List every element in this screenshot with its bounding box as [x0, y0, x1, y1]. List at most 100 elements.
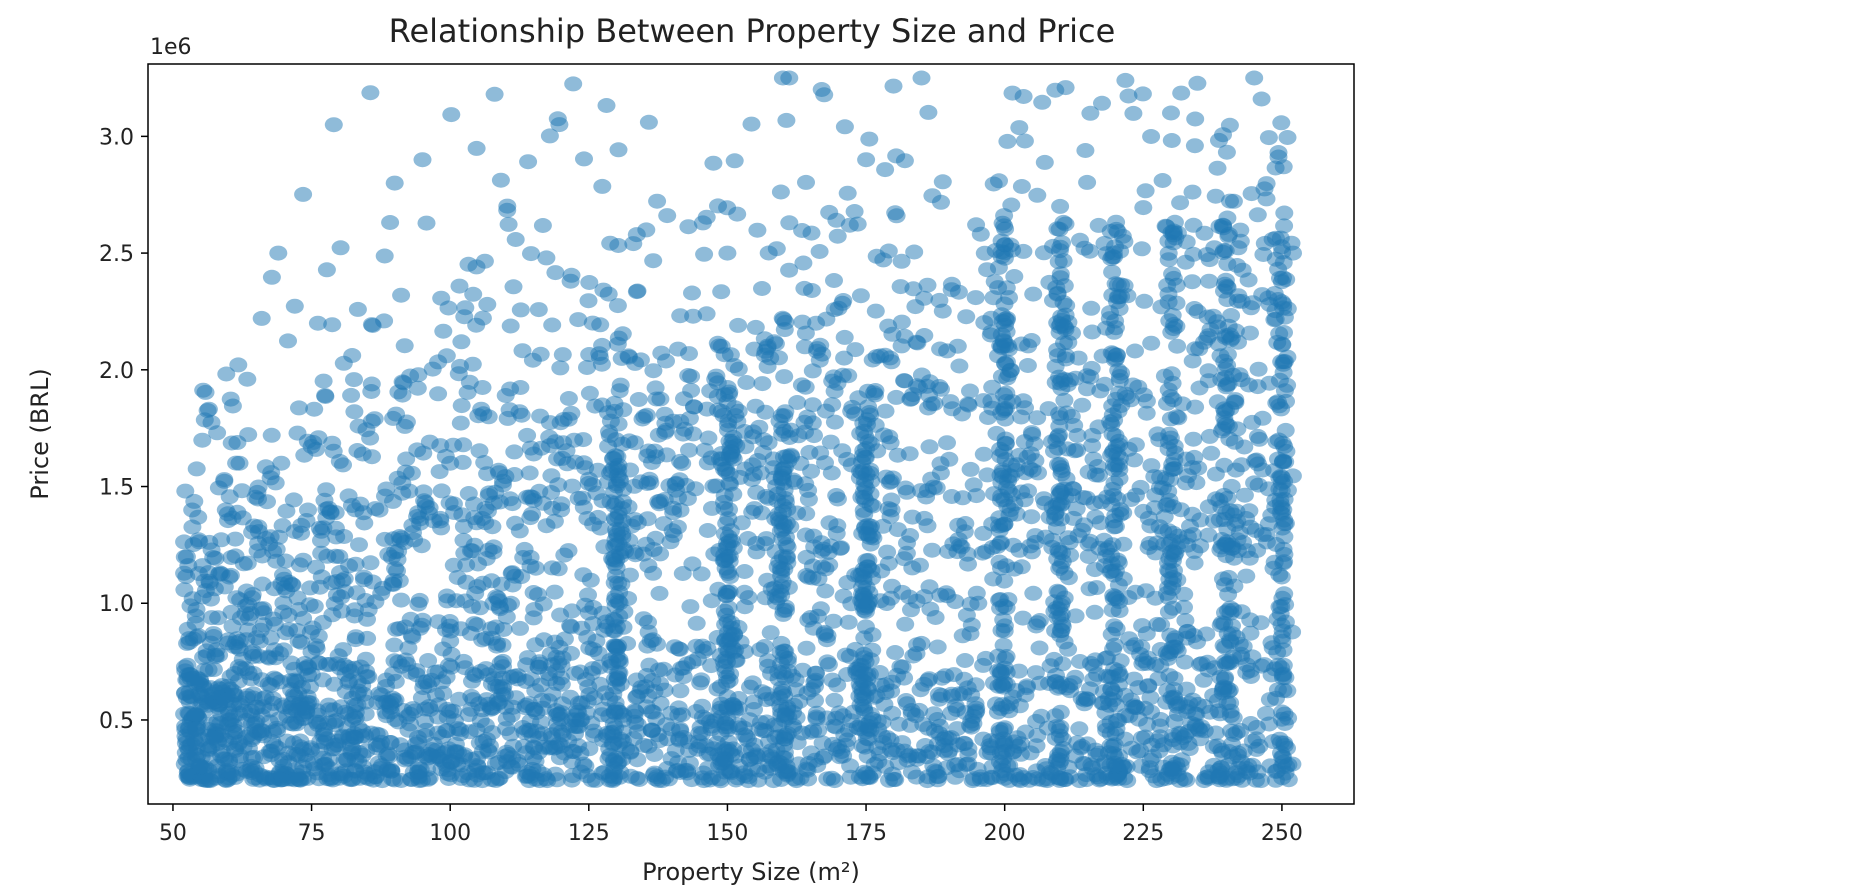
data-point [405, 703, 424, 719]
data-point [935, 743, 954, 758]
data-point [679, 219, 698, 235]
data-point [277, 503, 296, 519]
data-point [608, 640, 627, 656]
data-point [473, 380, 492, 395]
data-point [1093, 95, 1111, 111]
data-point [1024, 585, 1043, 601]
data-point [1028, 410, 1047, 426]
data-point [773, 310, 792, 326]
data-point [1101, 223, 1120, 239]
data-point [818, 771, 837, 787]
data-point [485, 86, 504, 102]
data-point [876, 403, 895, 419]
data-point [1107, 457, 1125, 473]
data-point [674, 660, 693, 676]
data-point [348, 301, 367, 317]
data-point [392, 592, 411, 608]
data-point [511, 380, 530, 395]
data-point [773, 574, 792, 590]
data-point [518, 489, 536, 505]
data-point [1241, 625, 1260, 641]
data-point [1159, 245, 1178, 261]
data-point [1105, 519, 1124, 535]
data-point [718, 549, 737, 565]
data-point [1116, 72, 1135, 88]
data-point [989, 260, 1008, 275]
data-point [962, 719, 981, 735]
data-point [846, 342, 865, 358]
data-point [697, 209, 716, 225]
data-point [1270, 731, 1289, 747]
data-point [1045, 443, 1063, 459]
data-point [1218, 655, 1237, 671]
data-point [773, 665, 792, 680]
data-point [879, 318, 898, 334]
data-point [849, 390, 868, 406]
data-point [540, 429, 559, 445]
data-point [467, 140, 486, 156]
data-point [1138, 716, 1157, 732]
data-point [325, 737, 344, 753]
data-point [1028, 615, 1047, 631]
data-point [511, 302, 530, 318]
data-point [1141, 690, 1160, 706]
data-point [1249, 361, 1268, 377]
data-point [962, 687, 981, 703]
data-point [511, 620, 529, 636]
data-point [1260, 692, 1279, 708]
data-point [797, 549, 816, 565]
x-axis: 50 75 100 125 150 175 200 225 250 [159, 804, 1303, 846]
data-point [429, 354, 448, 370]
data-point [578, 768, 597, 784]
data-point [770, 350, 788, 366]
data-point [1135, 293, 1154, 309]
data-point [1090, 467, 1108, 483]
data-point [712, 284, 731, 300]
data-point [950, 358, 969, 374]
data-point [459, 486, 478, 501]
data-point [401, 611, 420, 627]
data-point [566, 665, 585, 681]
data-point [187, 602, 206, 617]
data-point [1186, 111, 1205, 127]
data-point [543, 317, 562, 333]
data-point [915, 328, 934, 343]
data-point [1199, 499, 1218, 515]
data-point [743, 472, 762, 487]
data-point [345, 404, 364, 420]
data-point [320, 702, 339, 718]
data-point [1155, 368, 1174, 384]
data-point [1211, 669, 1230, 685]
data-point [1184, 217, 1203, 233]
data-point [665, 639, 684, 655]
data-point [429, 709, 448, 725]
data-point [604, 752, 623, 768]
data-point [627, 672, 646, 688]
data-point [992, 338, 1011, 354]
data-point [432, 483, 451, 499]
data-point [716, 760, 735, 776]
data-point [204, 629, 223, 644]
data-point [359, 669, 378, 685]
data-point [751, 642, 770, 658]
data-point [1185, 449, 1204, 465]
data-point [1252, 91, 1271, 107]
data-point [501, 491, 519, 507]
data-point [342, 387, 361, 403]
plot-frame [147, 63, 1355, 805]
data-point [580, 385, 599, 401]
data-point [496, 388, 515, 403]
data-point [957, 309, 976, 325]
data-point [1192, 719, 1211, 734]
data-point [1051, 623, 1070, 639]
data-point [362, 376, 381, 392]
data-point [206, 647, 225, 663]
data-point [908, 751, 926, 767]
data-point [882, 492, 901, 508]
data-point [780, 215, 799, 231]
data-point [463, 356, 482, 372]
data-point [282, 655, 301, 671]
data-point [765, 334, 784, 350]
data-point [708, 335, 727, 351]
data-point [559, 391, 578, 406]
